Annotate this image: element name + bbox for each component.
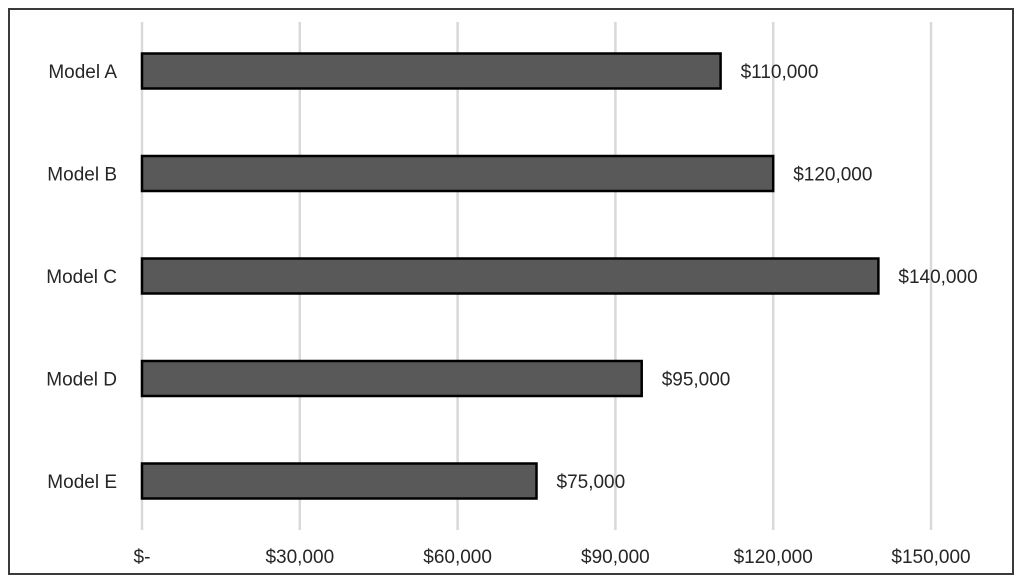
x-tick-label: $90,000: [581, 547, 650, 568]
data-label: $120,000: [793, 165, 872, 186]
data-label: $75,000: [557, 472, 626, 493]
x-tick-label: $120,000: [734, 547, 813, 568]
category-label: Model C: [46, 267, 117, 288]
data-label: $95,000: [662, 370, 731, 391]
category-labels: Model A Model B Model C Model D Model E: [46, 62, 117, 493]
category-label: Model E: [47, 472, 117, 493]
x-tick-label: $-: [134, 547, 151, 568]
x-tick-label: $30,000: [265, 547, 334, 568]
bars: [140, 52, 880, 500]
x-tick-label: $150,000: [891, 547, 970, 568]
data-label: $110,000: [741, 62, 819, 83]
category-label: Model B: [47, 165, 117, 186]
bar: [140, 154, 775, 193]
data-labels: $110,000 $120,000 $140,000 $95,000 $75,000: [557, 62, 978, 493]
bar: [140, 257, 880, 295]
x-tick-label: $60,000: [423, 547, 492, 568]
x-axis-tick-labels: $- $30,000 $60,000 $90,000 $120,000 $150,000: [134, 547, 971, 568]
bar: [140, 462, 538, 500]
bar: [140, 52, 722, 90]
data-label: $140,000: [898, 267, 977, 288]
category-label: Model A: [48, 62, 117, 83]
category-label: Model D: [46, 370, 117, 391]
bar: [140, 359, 643, 398]
